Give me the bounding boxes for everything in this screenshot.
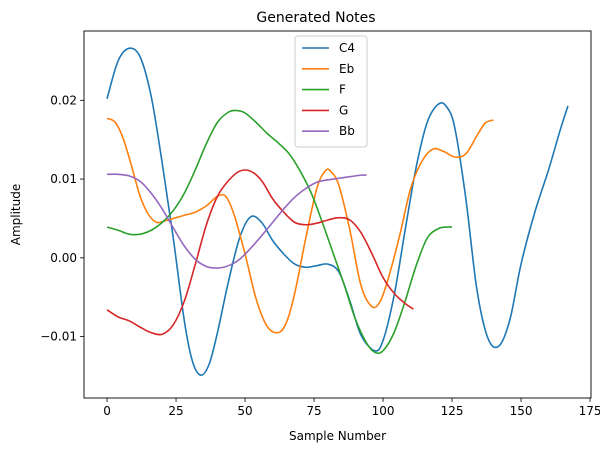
legend-label-bb: Bb (339, 124, 355, 138)
y-tick-label: 0.02 (50, 93, 77, 107)
y-tick-label: 0.01 (50, 172, 77, 186)
legend: C4 Eb FG Bb (294, 35, 368, 148)
y-tick-label: −0.01 (40, 330, 77, 344)
x-tick-label: 0 (103, 404, 111, 418)
series-line-bb (107, 173, 367, 269)
legend-box (294, 35, 368, 148)
x-tick-label: 75 (306, 404, 321, 418)
x-ticks: 0 25 50 75 100 125 150 175 (103, 398, 600, 418)
x-tick-label: 100 (372, 404, 395, 418)
x-tick-label: 25 (168, 404, 183, 418)
x-tick-label: 150 (510, 404, 533, 418)
x-tick-label: 125 (441, 404, 464, 418)
legend-label-eb: Eb (339, 62, 354, 76)
chart-title: Generated Notes (256, 10, 375, 26)
legend-label-c4: C4 (339, 41, 355, 55)
y-ticks: −0.01 0.00 0.01 0.02 (40, 93, 84, 344)
y-tick-label: 0.00 (50, 251, 77, 265)
x-axis-label: Sample Number (289, 429, 386, 443)
x-tick-label: 175 (579, 404, 600, 418)
legend-label-f: F (339, 83, 346, 97)
y-axis-label: Amplitude (9, 184, 23, 246)
series-group (106, 47, 569, 376)
x-tick-label: 50 (237, 404, 252, 418)
series-line-g (106, 169, 414, 336)
series-line-c4 (106, 47, 569, 376)
plot-frame (83, 30, 592, 399)
legend-label-g: G (339, 103, 348, 117)
